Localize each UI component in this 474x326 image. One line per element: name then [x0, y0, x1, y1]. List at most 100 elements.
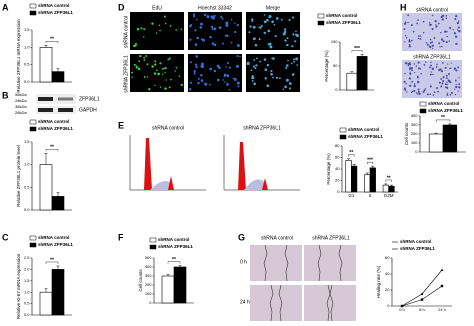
cell	[419, 38, 422, 40]
cell	[154, 84, 156, 87]
cell	[194, 63, 198, 66]
y-tick-label: 100	[331, 39, 338, 44]
cell	[135, 44, 137, 47]
cell	[435, 66, 438, 68]
cell	[405, 83, 407, 85]
cell	[442, 76, 445, 79]
cell	[447, 63, 449, 65]
y-tick-label: 20	[335, 178, 340, 183]
cell	[270, 72, 273, 76]
cell	[236, 55, 239, 58]
cell	[409, 72, 412, 75]
cell	[146, 76, 149, 78]
cell	[194, 43, 198, 46]
cell	[419, 68, 422, 70]
cell	[409, 66, 411, 69]
cell	[296, 35, 299, 38]
cell	[209, 35, 212, 39]
cell	[248, 31, 251, 34]
cell	[456, 21, 460, 25]
size-label: 28kDa	[15, 110, 27, 115]
cell	[407, 62, 410, 66]
cell	[408, 45, 411, 48]
cell	[251, 20, 254, 23]
cell	[263, 14, 266, 16]
point	[420, 292, 424, 295]
bar	[161, 275, 175, 304]
legend-swatch	[29, 3, 37, 9]
legend-swatch	[317, 13, 325, 19]
cell	[180, 83, 183, 86]
cell	[429, 38, 432, 41]
micrograph	[402, 13, 462, 51]
legend-label: shRNA ZFP36L1	[38, 242, 73, 247]
cell	[249, 25, 252, 28]
cell	[263, 20, 267, 24]
cell	[423, 64, 426, 66]
y-axis-label: Healing rate (%)	[376, 265, 381, 298]
cell	[226, 34, 229, 37]
cell	[282, 32, 286, 36]
cell	[285, 66, 288, 69]
cell	[295, 30, 297, 33]
cell	[457, 26, 460, 29]
cell	[135, 65, 138, 68]
y-axis-label: Cell counts	[404, 122, 409, 145]
cell	[454, 35, 458, 38]
cell	[143, 75, 146, 78]
cell	[233, 78, 237, 81]
cell	[157, 72, 160, 76]
panel-label: C	[2, 232, 9, 242]
cell	[200, 79, 204, 82]
image-title: shRNA control	[416, 7, 448, 13]
y-tick-label: 300	[145, 273, 152, 278]
cell	[290, 62, 293, 65]
cell	[226, 74, 230, 78]
x-tick-label: S	[368, 193, 371, 198]
cell	[439, 46, 441, 48]
cell	[458, 83, 461, 86]
cell	[295, 33, 298, 36]
cell	[136, 66, 139, 68]
y-tick-label: 60	[335, 155, 340, 160]
cell	[406, 91, 408, 93]
band-label: ZFP36L1	[79, 96, 100, 102]
cell	[168, 57, 171, 60]
cell	[213, 15, 216, 18]
cell	[435, 24, 437, 26]
cell	[444, 83, 447, 86]
y-tick-label: 0	[335, 87, 338, 92]
cell	[220, 15, 223, 19]
y-axis-label: Percentage (%)	[324, 50, 329, 82]
cell	[458, 86, 461, 89]
cell	[168, 86, 171, 89]
cell	[428, 45, 431, 48]
panel-label: E	[118, 120, 124, 130]
row-label: shRNA control	[123, 16, 129, 48]
cell	[440, 70, 444, 73]
bar	[351, 165, 358, 193]
cell	[408, 77, 412, 80]
cell	[411, 39, 413, 42]
cell	[232, 77, 235, 80]
cell	[148, 88, 151, 91]
cell	[442, 80, 445, 83]
row-label: 0 h	[240, 259, 247, 265]
cell	[432, 94, 435, 96]
cell	[404, 62, 408, 65]
cell	[224, 81, 226, 83]
cell	[283, 30, 287, 34]
y-tick-label: 300	[411, 122, 418, 127]
y-tick-label: 0	[415, 149, 418, 154]
cell	[431, 47, 434, 50]
y-tick-label: 40	[335, 166, 340, 171]
cell	[159, 86, 162, 88]
histogram-g2	[262, 178, 268, 190]
cell	[440, 78, 443, 80]
y-tick-label: 40	[385, 271, 390, 276]
cell	[430, 71, 433, 73]
bar	[442, 124, 458, 153]
cell	[143, 59, 146, 62]
cell	[175, 66, 178, 69]
cell	[252, 65, 256, 68]
